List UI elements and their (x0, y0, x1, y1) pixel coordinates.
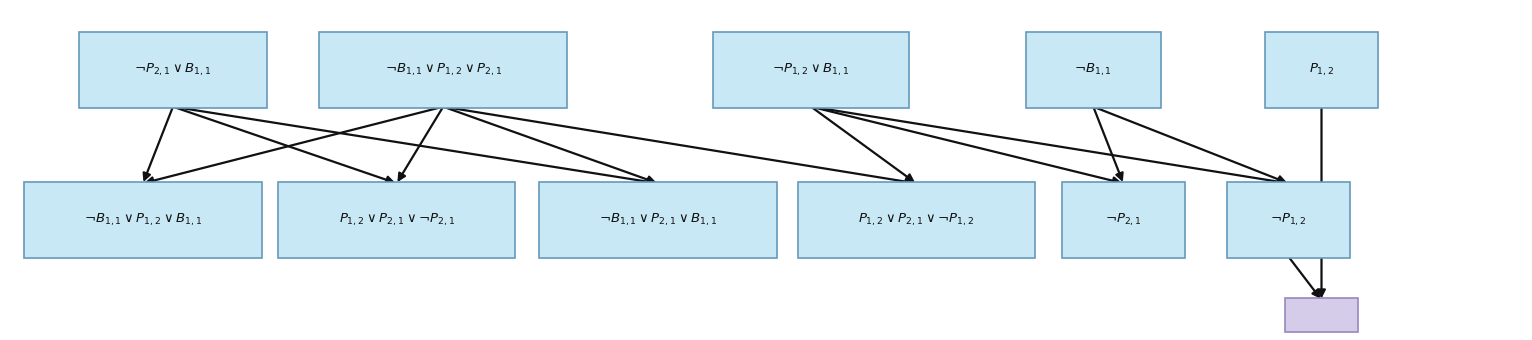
FancyBboxPatch shape (1285, 298, 1357, 332)
FancyArrowPatch shape (144, 108, 173, 180)
FancyBboxPatch shape (80, 32, 267, 108)
Text: $\neg B_{1,1} \vee P_{1,2} \vee P_{2,1}$: $\neg B_{1,1} \vee P_{1,2} \vee P_{2,1}$ (385, 62, 502, 78)
FancyArrowPatch shape (398, 108, 443, 180)
FancyBboxPatch shape (1265, 32, 1377, 108)
FancyArrowPatch shape (1094, 108, 1123, 180)
FancyBboxPatch shape (1062, 182, 1184, 258)
FancyBboxPatch shape (319, 32, 567, 108)
FancyBboxPatch shape (25, 182, 262, 258)
FancyBboxPatch shape (798, 182, 1034, 258)
Text: $P_{1,2}$: $P_{1,2}$ (1308, 62, 1334, 78)
Text: $\neg P_{1,2} \vee B_{1,1}$: $\neg P_{1,2} \vee B_{1,1}$ (772, 62, 850, 78)
Text: $\neg B_{1,1}$: $\neg B_{1,1}$ (1074, 62, 1112, 78)
FancyBboxPatch shape (1026, 32, 1161, 108)
Text: $P_{1,2} \vee P_{2,1} \vee \neg P_{2,1}$: $P_{1,2} \vee P_{2,1} \vee \neg P_{2,1}$ (339, 212, 455, 228)
Text: $\neg B_{1,1} \vee P_{2,1} \vee B_{1,1}$: $\neg B_{1,1} \vee P_{2,1} \vee B_{1,1}$ (599, 212, 717, 228)
FancyArrowPatch shape (812, 107, 1285, 185)
Text: $\neg P_{1,2}$: $\neg P_{1,2}$ (1270, 212, 1307, 228)
Text: $\neg B_{1,1} \vee P_{1,2} \vee B_{1,1}$: $\neg B_{1,1} \vee P_{1,2} \vee B_{1,1}$ (84, 212, 202, 228)
FancyBboxPatch shape (279, 182, 515, 258)
FancyArrowPatch shape (812, 107, 913, 181)
FancyBboxPatch shape (1227, 182, 1350, 258)
FancyArrowPatch shape (1318, 108, 1325, 296)
FancyArrowPatch shape (1094, 107, 1285, 183)
FancyArrowPatch shape (444, 107, 654, 183)
FancyArrowPatch shape (1290, 258, 1319, 297)
FancyArrowPatch shape (812, 107, 1120, 184)
FancyArrowPatch shape (175, 107, 394, 183)
FancyBboxPatch shape (714, 32, 908, 108)
FancyArrowPatch shape (175, 107, 654, 185)
Text: $\neg P_{2,1}$: $\neg P_{2,1}$ (1105, 212, 1141, 228)
Text: $P_{1,2} \vee P_{2,1} \vee \neg P_{1,2}$: $P_{1,2} \vee P_{2,1} \vee \neg P_{1,2}$ (858, 212, 974, 228)
FancyArrowPatch shape (147, 107, 441, 184)
Text: $\neg P_{2,1} \vee B_{1,1}$: $\neg P_{2,1} \vee B_{1,1}$ (135, 62, 211, 78)
FancyArrowPatch shape (444, 107, 913, 185)
FancyBboxPatch shape (539, 182, 777, 258)
